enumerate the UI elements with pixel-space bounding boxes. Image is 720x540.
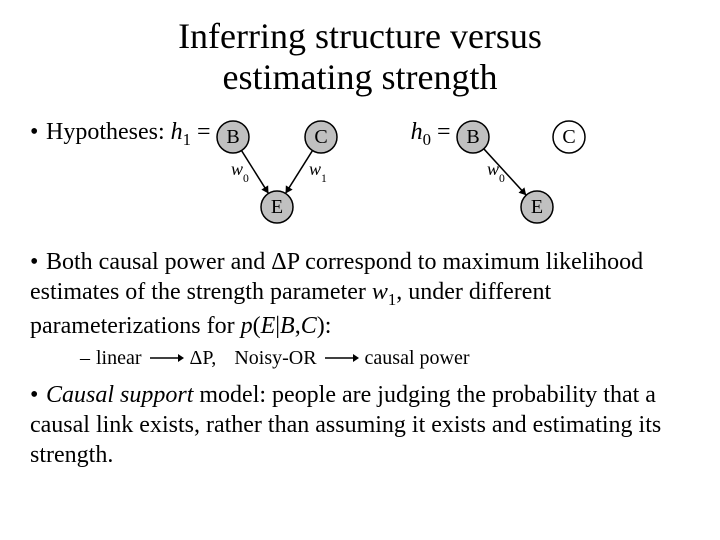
bullet-2: •Both causal power and ΔP correspond to … bbox=[30, 247, 690, 341]
bullet-3: •Causal support model: people are judgin… bbox=[30, 380, 690, 470]
h1-lhs: h1 = bbox=[171, 117, 211, 151]
w0-label: w0 bbox=[231, 159, 249, 185]
arrow-icon-2 bbox=[323, 352, 359, 364]
bullet3-text: Causal support model: people are judging… bbox=[30, 382, 661, 468]
node-b-label: B bbox=[226, 126, 239, 148]
node-e-label: E bbox=[530, 196, 542, 218]
sub-linear: linear bbox=[96, 347, 142, 370]
h0-lhs: h0 = bbox=[411, 117, 451, 151]
node-c-label: C bbox=[562, 126, 575, 148]
hypotheses-label: Hypotheses: bbox=[46, 117, 165, 147]
bullet-dot-2: • bbox=[30, 247, 46, 277]
node-c-label: C bbox=[314, 126, 327, 148]
w1-label: w1 bbox=[309, 159, 327, 185]
title-line-2: estimating strength bbox=[223, 57, 498, 97]
dash: – bbox=[80, 347, 90, 370]
bullet-dot: • bbox=[30, 117, 46, 147]
slide-title: Inferring structure versus estimating st… bbox=[30, 16, 690, 99]
bullet2-text: Both causal power and ΔP correspond to m… bbox=[30, 249, 643, 339]
bullet-hypotheses: • Hypotheses: h1 = B C Ew0 w1 h0 = B C Ew0 bbox=[30, 117, 690, 227]
sub-causal: causal power bbox=[365, 347, 470, 370]
arrow-icon bbox=[148, 352, 184, 364]
sub-bullet: – linear ΔP, Noisy-OR causal power bbox=[80, 347, 690, 370]
bullet-dot-3: • bbox=[30, 380, 46, 410]
sub-noisy: Noisy-OR bbox=[234, 347, 316, 370]
w0-label: w0 bbox=[487, 159, 505, 185]
diagram-h1: B C Ew0 w1 bbox=[211, 117, 381, 227]
node-b-label: B bbox=[466, 126, 479, 148]
node-e-label: E bbox=[270, 196, 282, 218]
title-line-1: Inferring structure versus bbox=[178, 16, 542, 56]
sub-dp: ΔP, bbox=[190, 347, 217, 370]
diagram-h0: B C Ew0 bbox=[451, 117, 621, 227]
